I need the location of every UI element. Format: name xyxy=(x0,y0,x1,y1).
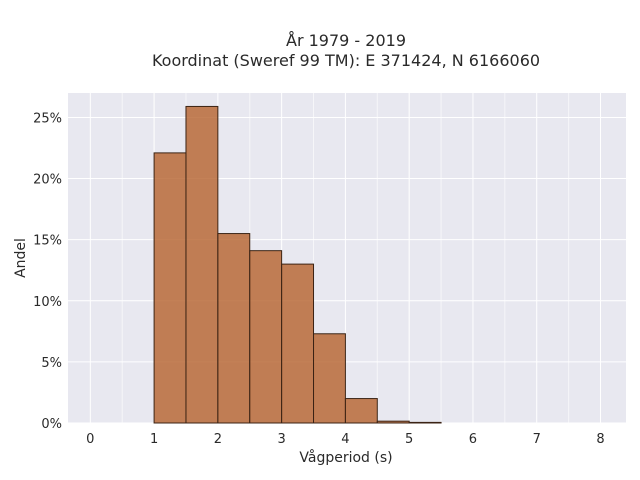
histogram-bar-1 xyxy=(185,105,219,424)
histogram-bar-7 xyxy=(376,420,410,424)
histogram-bar-2 xyxy=(217,233,251,424)
y-tick-label-5: 25% xyxy=(33,111,62,126)
x-tick-label-4: 4 xyxy=(341,432,349,447)
histogram-bar-6 xyxy=(344,398,378,424)
plot-area xyxy=(68,93,626,423)
bars xyxy=(153,105,442,424)
y-tick-label-2: 10% xyxy=(33,295,62,310)
y-tick-label-4: 20% xyxy=(33,173,62,188)
x-tick-label-7: 7 xyxy=(533,432,541,447)
x-tick-label-2: 2 xyxy=(214,432,222,447)
y-tick-label-3: 15% xyxy=(33,234,62,249)
x-tick-label-8: 8 xyxy=(596,432,604,447)
histogram-bar-0 xyxy=(153,152,187,424)
chart-title-line-1: År 1979 - 2019 xyxy=(286,31,406,50)
x-tick-label-3: 3 xyxy=(277,432,285,447)
x-tick-label-5: 5 xyxy=(405,432,413,447)
histogram-bar-8 xyxy=(408,421,442,424)
histogram-bar-4 xyxy=(281,263,315,424)
y-tick-label-1: 5% xyxy=(41,356,62,371)
y-tick-label-0: 0% xyxy=(41,417,62,432)
histogram-bar-3 xyxy=(249,250,283,424)
x-tick-label-0: 0 xyxy=(86,432,94,447)
y-axis-label: Andel xyxy=(13,238,29,278)
histogram-bar-5 xyxy=(313,333,346,424)
x-tick-label-1: 1 xyxy=(150,432,158,447)
chart-title-line-2: Koordinat (Sweref 99 TM): E 371424, N 61… xyxy=(152,51,540,70)
tick-labels: 0 1 2 3 4 5 6 7 8 0% 5% 10% 15% 20% 25% xyxy=(33,111,605,447)
x-axis-label: Vågperiod (s) xyxy=(299,449,392,466)
x-tick-label-6: 6 xyxy=(469,432,477,447)
